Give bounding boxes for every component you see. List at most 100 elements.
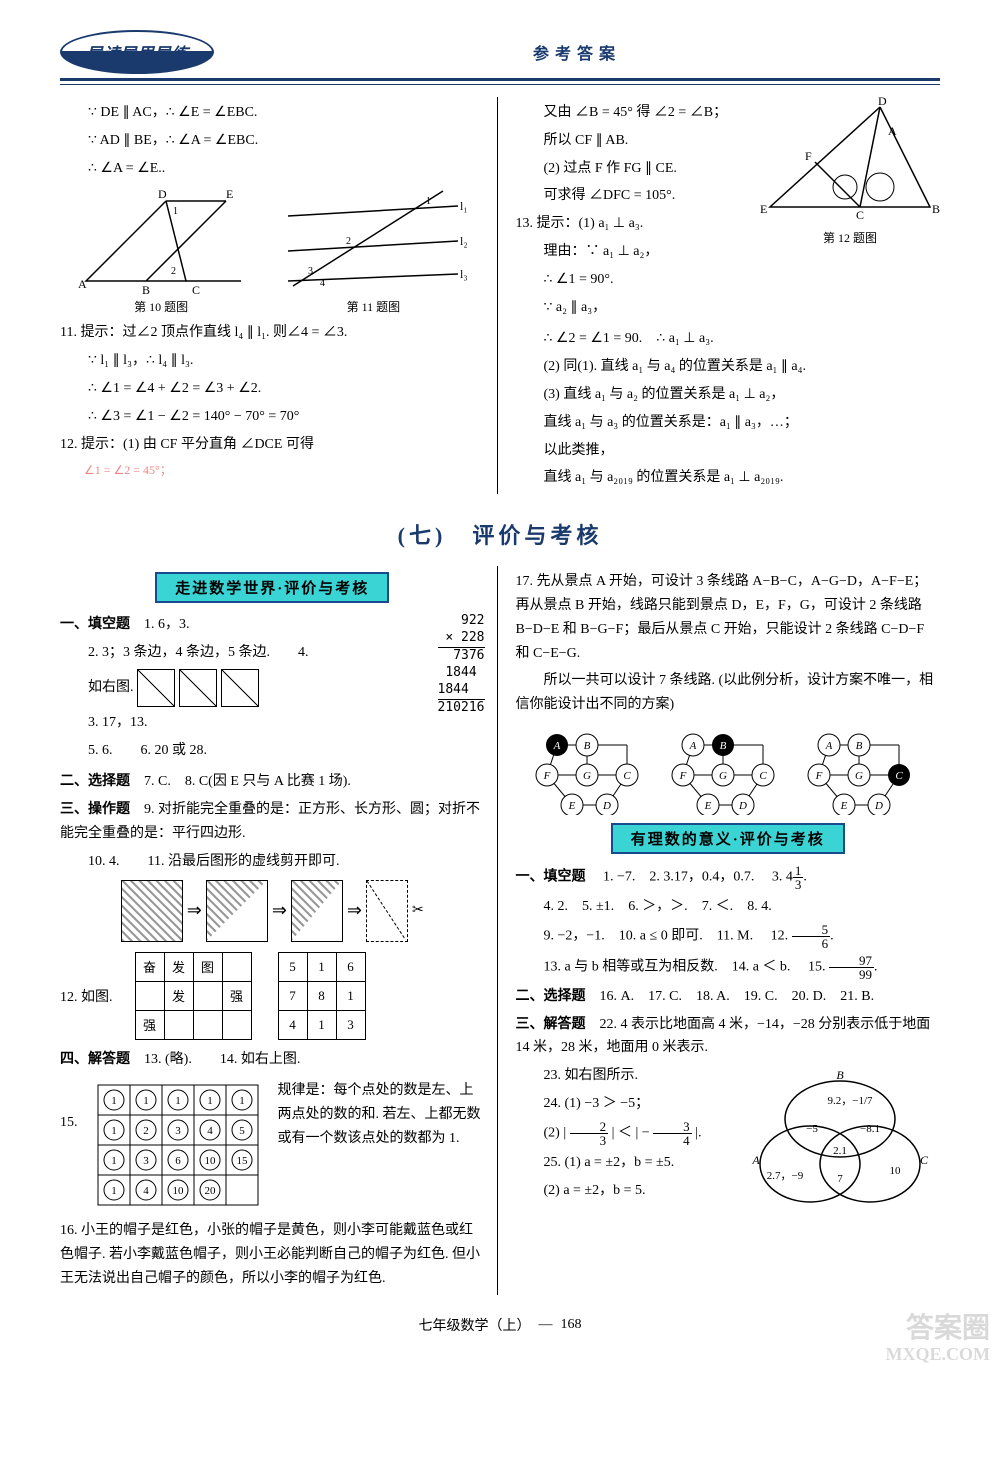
fig10-caption: 第 10 题图	[76, 298, 246, 315]
bottom-left-col: 走进数学世界·评价与考核 922 × 228 7376 1844 1844 21…	[60, 566, 498, 1295]
q12-tables: 12. 如图. 奋发图 发强 强 516 781 413	[60, 948, 485, 1044]
top-left-col: ∵ DE ∥ AC，∴ ∠E = ∠EBC. ∵ AD ∥ BE，∴ ∠A = …	[60, 97, 498, 494]
svg-text:F: F	[542, 770, 550, 782]
svg-text:A: A	[552, 740, 560, 752]
footer-dash: —	[539, 1317, 553, 1333]
top-right-col: D A E B C F 第 12 题图 又由 ∠B = 45° 得 ∠2 = ∠…	[508, 97, 941, 494]
svg-text:10: 10	[890, 1165, 902, 1177]
q12-label: 12. 如图.	[60, 986, 113, 1006]
svg-text:5: 5	[239, 1125, 245, 1137]
venn-fig: B A C 9.2，−1/7 −5 −8.1 2.1 2.7，−9 7 10	[740, 1064, 940, 1224]
svg-text:C: C	[895, 770, 903, 782]
ans-r: 三、解答题 22. 4 表示比地面高 4 米，−14，−28 分别表示低于地面 …	[516, 1013, 941, 1061]
svg-text:3: 3	[308, 266, 313, 277]
svg-text:1: 1	[111, 1185, 117, 1197]
svg-text:1: 1	[111, 1125, 117, 1137]
fill-r4: 13. a 与 b 相等或互为相反数. 14. a ＜ b. 15. 9799.	[516, 954, 941, 981]
svg-text:B: B	[719, 740, 726, 752]
svg-text:1: 1	[111, 1155, 117, 1167]
fig-10: D E A B C 1 2 第 10 题图	[76, 186, 246, 315]
svg-text:E: E	[567, 800, 575, 812]
fig-12: D A E B C F 第 12 题图	[760, 97, 940, 246]
world-header: 走进数学世界·评价与考核	[155, 572, 389, 603]
svg-text:G: G	[583, 770, 591, 782]
bottom-columns: 走进数学世界·评价与考核 922 × 228 7376 1844 1844 21…	[60, 566, 940, 1295]
svg-text:F: F	[805, 149, 812, 163]
svg-text:2: 2	[143, 1125, 149, 1137]
section-title: (七) 评价与考核	[60, 518, 940, 550]
proof-line: ∴ ∠3 = ∠1 − ∠2 = 140° − 70° = 70°	[60, 405, 485, 429]
svg-text:D: D	[874, 800, 883, 812]
venn-diagram: B A C 9.2，−1/7 −5 −8.1 2.1 2.7，−9 7 10	[740, 1064, 940, 1224]
arrow-icon: ⇒	[187, 900, 202, 921]
q17a: 17. 先从景点 A 开始，可设计 3 条线路 A−B−C，A−G−D，A−F−…	[516, 570, 941, 665]
choice-r: 二、选择题 16. A. 17. C. 18. A. 19. C. 20. D.…	[516, 985, 941, 1009]
graph-1: A B C D E F G	[532, 725, 652, 815]
arrow-icon: ⇒	[272, 900, 287, 921]
svg-text:l₂: l₂	[460, 234, 468, 248]
svg-text:7: 7	[837, 1173, 843, 1185]
svg-text:l₁: l₁	[460, 199, 468, 213]
svg-text:A: A	[78, 277, 87, 291]
svg-text:l₃: l₃	[460, 267, 468, 281]
header-title: 参考答案	[214, 40, 940, 64]
proof-line: ∴ ∠1 = ∠4 + ∠2 = ∠3 + ∠2.	[60, 377, 485, 401]
fig12-caption: 第 12 题图	[760, 229, 940, 246]
svg-text:C: C	[192, 283, 200, 296]
fill-r3: 9. −2，−1. 10. a ≤ 0 即可. 11. M. 12. 56.	[516, 923, 941, 950]
bottom-right-col: 17. 先从景点 A 开始，可设计 3 条线路 A−B−C，A−G−D，A−F−…	[508, 566, 941, 1295]
svg-text:1: 1	[143, 1095, 149, 1107]
proof-line: ∠1 = ∠2 = 45°；	[60, 460, 485, 480]
calc-r3: 1844	[438, 682, 485, 700]
proof-line: 11. 提示：过∠2 顶点作直线 l₄ ∥ l₁. 则∠4 = ∠3.	[60, 321, 485, 345]
q15-rule: 规律是：每个点处的数是左、上两点处的数的和. 若左、上都无数或有一个数该点处的数…	[278, 1079, 485, 1150]
svg-text:D: D	[878, 97, 887, 108]
number-grid-3x3: 516 781 413	[278, 952, 366, 1040]
proof-line: ∵ DE ∥ AC，∴ ∠E = ∠EBC.	[60, 101, 485, 125]
svg-text:G: G	[855, 770, 863, 782]
svg-text:20: 20	[204, 1185, 216, 1197]
page: 导读导思导练 参考答案 ∵ DE ∥ AC，∴ ∠E = ∠EBC. ∵ AD …	[0, 0, 1000, 1375]
fill-r2: 4. 2. 5. ±1. 6. ＞，＞. 7. ＜. 8. 4.	[516, 895, 941, 919]
fill-5-6: 5. 6. 6. 20 或 28.	[60, 739, 485, 763]
svg-text:C: C	[759, 770, 767, 782]
svg-text:D: D	[158, 187, 167, 201]
footer-page: 168	[561, 1317, 582, 1333]
svg-text:D: D	[738, 800, 747, 812]
proof-line: ∴ ∠2 = ∠1 = 90. ∴ a₁ ⊥ a₃.	[516, 327, 941, 351]
svg-text:F: F	[678, 770, 686, 782]
svg-text:2: 2	[171, 266, 176, 277]
svg-text:1: 1	[111, 1095, 117, 1107]
proof-line: ∵ AD ∥ BE，∴ ∠A = ∠EBC.	[60, 129, 485, 153]
q17b: 所以一共可以设计 7 条线路. (以此例分析，设计方案不唯一，相信你能设计出不同…	[516, 669, 941, 717]
svg-text:10: 10	[204, 1155, 216, 1167]
figures-10-11: D E A B C 1 2 第 10 题图	[60, 186, 485, 315]
fill-head-r: 一、填空题 1. −7. 2. 3.17，0.4，0.7. 3. 413.	[516, 864, 941, 891]
proof-line: 直线 a₁ 与 a₃ 的位置关系是：a₁ ∥ a₃，…；	[516, 411, 941, 435]
svg-text:15: 15	[236, 1155, 248, 1167]
triangle-fig-10: D E A B C 1 2	[76, 186, 246, 296]
svg-text:1: 1	[173, 206, 178, 217]
svg-text:C: C	[856, 208, 864, 222]
svg-text:C: C	[623, 770, 631, 782]
svg-text:B: B	[932, 202, 940, 216]
top-columns: ∵ DE ∥ AC，∴ ∠E = ∠EBC. ∵ AD ∥ BE，∴ ∠A = …	[60, 97, 940, 494]
svg-text:F: F	[814, 770, 822, 782]
proof-line: ∵ a₂ ∥ a₃，	[516, 296, 941, 320]
svg-text:A: A	[888, 124, 897, 138]
graph-variants: A B C D E F G A B C D E F G	[516, 725, 941, 815]
page-footer: 七年级数学（上） — 168	[60, 1315, 940, 1335]
ans-head: 四、解答题 13. (略). 14. 如右上图.	[60, 1048, 485, 1072]
svg-text:4: 4	[143, 1185, 149, 1197]
proof-line: (3) 直线 a₁ 与 a₂ 的位置关系是 a₁ ⊥ a₂，	[516, 383, 941, 407]
footer-text: 七年级数学（上）	[419, 1315, 531, 1335]
svg-text:4: 4	[320, 278, 325, 289]
q15-label: 15.	[60, 1075, 78, 1131]
svg-text:A: A	[688, 740, 696, 752]
calc-r4: 210216	[438, 700, 485, 717]
svg-text:1: 1	[175, 1095, 181, 1107]
q16: 16. 小王的帽子是红色，小张的帽子是黄色，则小李可能戴蓝色或红色帽子. 若小李…	[60, 1219, 485, 1290]
svg-text:B: B	[855, 740, 862, 752]
svg-text:4: 4	[207, 1125, 213, 1137]
svg-text:3: 3	[175, 1125, 181, 1137]
